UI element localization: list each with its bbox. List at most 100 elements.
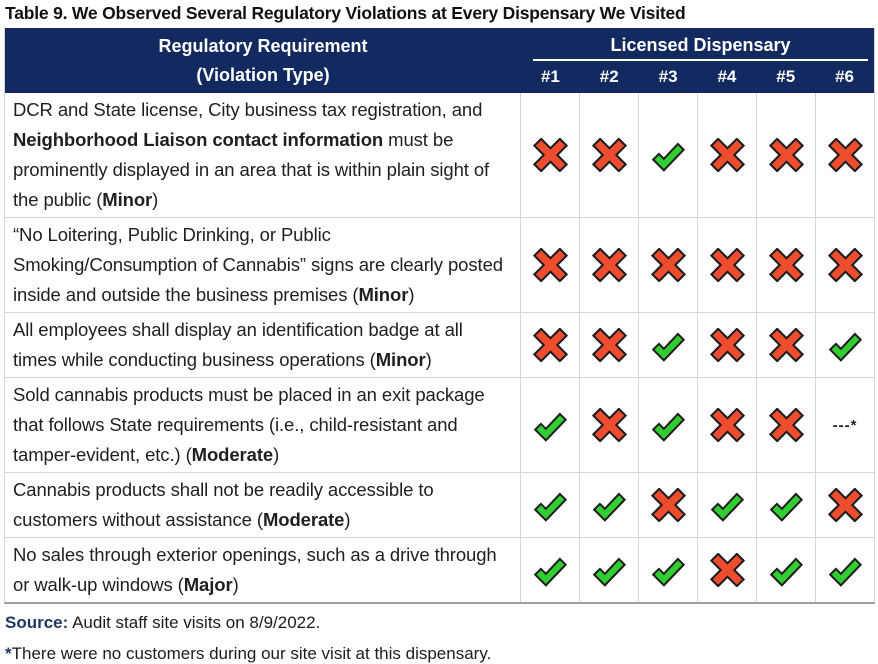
x-mark-icon — [591, 408, 627, 442]
mark-cell — [698, 538, 757, 602]
violations-table: Regulatory Requirement (Violation Type) … — [4, 28, 875, 604]
x-mark-icon — [709, 328, 745, 362]
table-footer: Source: Audit staff site visits on 8/9/2… — [5, 604, 878, 664]
mark-cell — [521, 473, 580, 537]
table-row: “No Loitering, Public Drinking, or Publi… — [5, 218, 874, 313]
note-marker: * — [5, 644, 12, 663]
check-mark-icon — [651, 412, 686, 442]
check-mark-icon — [533, 492, 568, 522]
x-mark-icon — [768, 138, 804, 172]
check-mark-icon — [533, 557, 568, 587]
mark-cell — [757, 313, 816, 377]
requirement-text: “No Loitering, Public Drinking, or Publi… — [5, 218, 521, 312]
mark-cell — [639, 378, 698, 472]
column-header-1: #1 — [540, 67, 560, 86]
column-header-6: #6 — [835, 67, 855, 86]
x-mark-icon — [827, 138, 863, 172]
mark-cell — [757, 378, 816, 472]
check-mark-icon — [828, 557, 863, 587]
mark-cell — [816, 313, 874, 377]
mark-cell — [521, 218, 580, 312]
check-mark-icon — [533, 412, 568, 442]
x-mark-icon — [827, 248, 863, 282]
mark-cell — [639, 93, 698, 217]
mark-cell — [816, 538, 874, 602]
mark-cell — [521, 93, 580, 217]
requirement-column-header: Regulatory Requirement (Violation Type) — [5, 28, 521, 93]
mark-cell — [639, 538, 698, 602]
mark-cell: ---* — [816, 378, 874, 472]
check-mark-icon — [592, 492, 627, 522]
source-text: Audit staff site visits on 8/9/2022. — [68, 613, 321, 632]
dispensary-columns: #1 #2 #3 #4 #5 #6 — [521, 61, 874, 93]
table-title: Table 9. We Observed Several Regulatory … — [5, 3, 686, 23]
x-mark-icon — [768, 328, 804, 362]
x-mark-icon — [532, 248, 568, 282]
requirement-text: No sales through exterior openings, such… — [5, 538, 521, 602]
x-mark-icon — [709, 553, 745, 587]
x-mark-icon — [768, 408, 804, 442]
mark-cell — [580, 473, 639, 537]
table-row: DCR and State license, City business tax… — [5, 93, 874, 218]
check-mark-icon — [651, 557, 686, 587]
mark-cell — [757, 538, 816, 602]
mark-cell — [580, 538, 639, 602]
check-mark-icon — [769, 557, 804, 587]
mark-cell — [580, 93, 639, 217]
check-mark-icon — [828, 332, 863, 362]
column-header-3: #3 — [658, 67, 678, 86]
mark-cell — [757, 93, 816, 217]
x-mark-icon — [650, 248, 686, 282]
mark-cell — [757, 218, 816, 312]
asterisk-note: *There were no customers during our site… — [5, 644, 878, 664]
table-row: No sales through exterior openings, such… — [5, 538, 874, 602]
check-mark-icon — [592, 557, 627, 587]
dispensary-group-label: Licensed Dispensary — [533, 31, 868, 61]
source-note: Source: Audit staff site visits on 8/9/2… — [5, 613, 878, 633]
x-mark-icon — [709, 248, 745, 282]
column-header-4: #4 — [717, 67, 737, 86]
table-row: Cannabis products shall not be readily a… — [5, 473, 874, 538]
mark-cell — [639, 313, 698, 377]
requirement-text: Sold cannabis products must be placed in… — [5, 378, 521, 472]
mark-cell — [816, 218, 874, 312]
check-mark-icon — [769, 492, 804, 522]
mark-cell — [639, 218, 698, 312]
x-mark-icon — [591, 328, 627, 362]
x-mark-icon — [532, 328, 568, 362]
mark-cell — [698, 378, 757, 472]
table-header: Regulatory Requirement (Violation Type) … — [5, 28, 874, 93]
mark-cell — [698, 218, 757, 312]
x-mark-icon — [591, 248, 627, 282]
mark-cell — [521, 313, 580, 377]
mark-cell — [698, 313, 757, 377]
x-mark-icon — [591, 138, 627, 172]
requirement-text: All employees shall display an identific… — [5, 313, 521, 377]
mark-cell — [580, 218, 639, 312]
no-data-label: ---* — [832, 416, 858, 434]
dispensary-column-group: Licensed Dispensary #1 #2 #3 #4 #5 #6 — [521, 28, 874, 93]
check-mark-icon — [651, 142, 686, 172]
requirement-text: Cannabis products shall not be readily a… — [5, 473, 521, 537]
x-mark-icon — [768, 248, 804, 282]
x-mark-icon — [532, 138, 568, 172]
mark-cell — [580, 313, 639, 377]
mark-cell — [816, 93, 874, 217]
mark-cell — [757, 473, 816, 537]
x-mark-icon — [650, 488, 686, 522]
mark-cell — [639, 473, 698, 537]
mark-cell — [521, 378, 580, 472]
table-row: All employees shall display an identific… — [5, 313, 874, 378]
requirement-header-line1: Regulatory Requirement — [158, 35, 368, 56]
mark-cell — [698, 473, 757, 537]
requirement-text: DCR and State license, City business tax… — [5, 93, 521, 217]
check-mark-icon — [710, 492, 745, 522]
note-text: There were no customers during our site … — [11, 644, 492, 663]
mark-cell — [816, 473, 874, 537]
x-mark-icon — [827, 488, 863, 522]
column-header-2: #2 — [599, 67, 619, 86]
column-header-5: #5 — [776, 67, 796, 86]
source-label: Source: — [5, 613, 69, 632]
table-body: DCR and State license, City business tax… — [5, 93, 874, 602]
